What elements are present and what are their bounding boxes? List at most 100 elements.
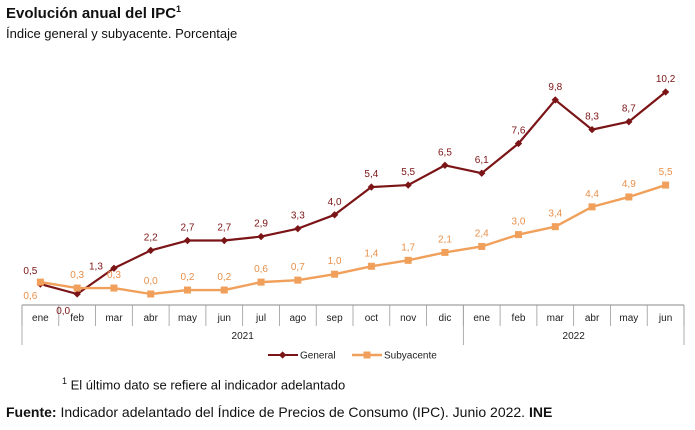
data-label-general-4: 2,7 <box>181 223 195 234</box>
legend-label-subyacente: Subyacente <box>384 351 437 362</box>
source-label: Fuente: <box>6 404 57 420</box>
data-label-general-16: 8,7 <box>622 104 636 115</box>
data-label-subyacente-15: 4,4 <box>585 189 599 200</box>
series-line-subyacente <box>40 183 666 296</box>
data-label-subyacente-4: 0,2 <box>181 272 195 283</box>
data-label-general-17: 10,2 <box>656 74 676 85</box>
series-line-general <box>40 91 667 296</box>
x-tick-label-dic: dic <box>439 313 452 324</box>
x-tick-label-sep: sep <box>327 313 344 324</box>
point-subyacente-4 <box>184 286 191 294</box>
data-label-general-12: 6,1 <box>475 155 489 166</box>
point-subyacente-3 <box>147 290 155 298</box>
point-subyacente-16 <box>625 193 633 201</box>
chart-subtitle: Índice general y subyacente. Porcentaje <box>6 26 238 41</box>
point-general-3 <box>147 246 155 255</box>
source-ine: INE <box>528 404 553 420</box>
point-subyacente-5 <box>220 286 228 294</box>
point-subyacente-0 <box>36 278 44 286</box>
data-label-subyacente-11: 2,1 <box>438 234 452 245</box>
point-subyacente-10 <box>404 256 412 264</box>
data-label-general-15: 8,3 <box>585 112 599 123</box>
point-general-8 <box>330 211 339 219</box>
data-label-subyacente-1: 0,3 <box>70 270 84 281</box>
point-subyacente-8 <box>331 270 339 278</box>
point-subyacente-1 <box>73 284 81 292</box>
data-label-subyacente-12: 2,4 <box>475 228 489 239</box>
data-label-subyacente-0: 0,6 <box>23 291 37 302</box>
point-general-9 <box>367 183 376 191</box>
point-subyacente-7 <box>294 276 302 284</box>
footnote: 1 El último dato se refiere al indicador… <box>62 376 345 392</box>
point-subyacente-17 <box>662 181 670 189</box>
point-general-5 <box>220 236 228 245</box>
x-tick-label-jun: jun <box>658 313 672 324</box>
data-label-general-3: 2,2 <box>144 232 158 243</box>
data-label-subyacente-5: 0,2 <box>217 272 231 283</box>
x-tick-label-mar: mar <box>547 313 565 324</box>
data-label-general-7: 3,3 <box>291 211 305 222</box>
data-label-general-2: 1,3 <box>89 261 103 272</box>
data-label-subyacente-8: 1,0 <box>328 256 342 267</box>
point-subyacente-13 <box>515 231 522 239</box>
point-subyacente-11 <box>441 248 449 256</box>
chart-title: Evolución anual del IPC1 <box>6 4 181 22</box>
data-label-subyacente-2: 0,3 <box>107 270 121 281</box>
data-label-subyacente-17: 5,5 <box>659 167 673 178</box>
data-label-subyacente-14: 3,4 <box>548 209 562 220</box>
legend-label-general: General <box>300 351 336 362</box>
data-label-general-8: 4,0 <box>328 197 342 208</box>
data-label-subyacente-3: 0,0 <box>144 276 158 287</box>
point-general-2 <box>110 264 118 272</box>
x-tick-label-oct: oct <box>365 313 379 324</box>
data-label-general-14: 9,8 <box>548 82 562 93</box>
x-year-label-2022: 2022 <box>563 331 586 342</box>
footnote-text: El último dato se refiere al indicador a… <box>67 377 346 393</box>
x-tick-label-abr: abr <box>143 313 158 324</box>
footnote-mark: 1 <box>62 376 68 386</box>
point-general-1 <box>73 290 81 298</box>
point-general-4 <box>183 236 192 245</box>
source-line: Fuente: Indicador adelantado del Índice … <box>6 404 552 420</box>
point-subyacente-6 <box>257 278 265 286</box>
x-tick-label-may: may <box>178 313 197 324</box>
x-tick-label-jul: jul <box>255 313 266 324</box>
source-text: Indicador adelantado del Índice de Preci… <box>56 404 529 420</box>
data-label-general-5: 2,7 <box>217 223 231 234</box>
data-label-subyacente-13: 3,0 <box>512 217 526 228</box>
data-label-subyacente-9: 1,4 <box>364 248 378 259</box>
x-tick-label-feb: feb <box>70 313 84 324</box>
data-label-general-13: 7,6 <box>512 125 526 136</box>
point-general-6 <box>257 232 265 241</box>
data-label-general-11: 6,5 <box>438 147 452 158</box>
data-label-general-1: 0,0 <box>56 306 70 317</box>
ipc-line-chart: 2021 2022 ene feb mar abr may jun jul ago sep oct no… <box>21 74 685 362</box>
x-tick-label-ene: ene <box>32 313 49 324</box>
x-tick-label-feb: feb <box>512 313 526 324</box>
x-year-label-2021: 2021 <box>232 331 255 342</box>
legend-marker-general <box>278 351 287 359</box>
data-label-subyacente-7: 0,7 <box>291 262 305 273</box>
x-tick-label-jun: jun <box>217 313 231 324</box>
x-tick-label-nov: nov <box>400 313 416 324</box>
point-general-15 <box>588 125 596 134</box>
data-label-subyacente-6: 0,6 <box>254 264 268 275</box>
title-footnote-mark: 1 <box>176 4 182 14</box>
data-label-subyacente-16: 4,9 <box>622 179 636 190</box>
data-label-general-0: 0,5 <box>23 266 37 277</box>
point-subyacente-9 <box>367 262 375 270</box>
point-subyacente-2 <box>110 284 118 292</box>
data-label-general-10: 5,5 <box>401 167 415 178</box>
legend-marker-subyacente <box>363 351 371 359</box>
point-subyacente-15 <box>588 203 596 211</box>
x-tick-label-ago: ago <box>289 313 306 324</box>
point-general-7 <box>294 224 302 233</box>
point-subyacente-12 <box>478 242 486 250</box>
x-tick-label-ene: ene <box>473 313 490 324</box>
data-label-general-9: 5,4 <box>364 169 378 180</box>
x-tick-label-mar: mar <box>105 313 123 324</box>
point-subyacente-14 <box>551 223 559 231</box>
data-label-subyacente-10: 1,7 <box>401 242 415 253</box>
data-label-general-6: 2,9 <box>254 219 268 230</box>
chart-title-text: Evolución anual del IPC <box>6 5 177 22</box>
